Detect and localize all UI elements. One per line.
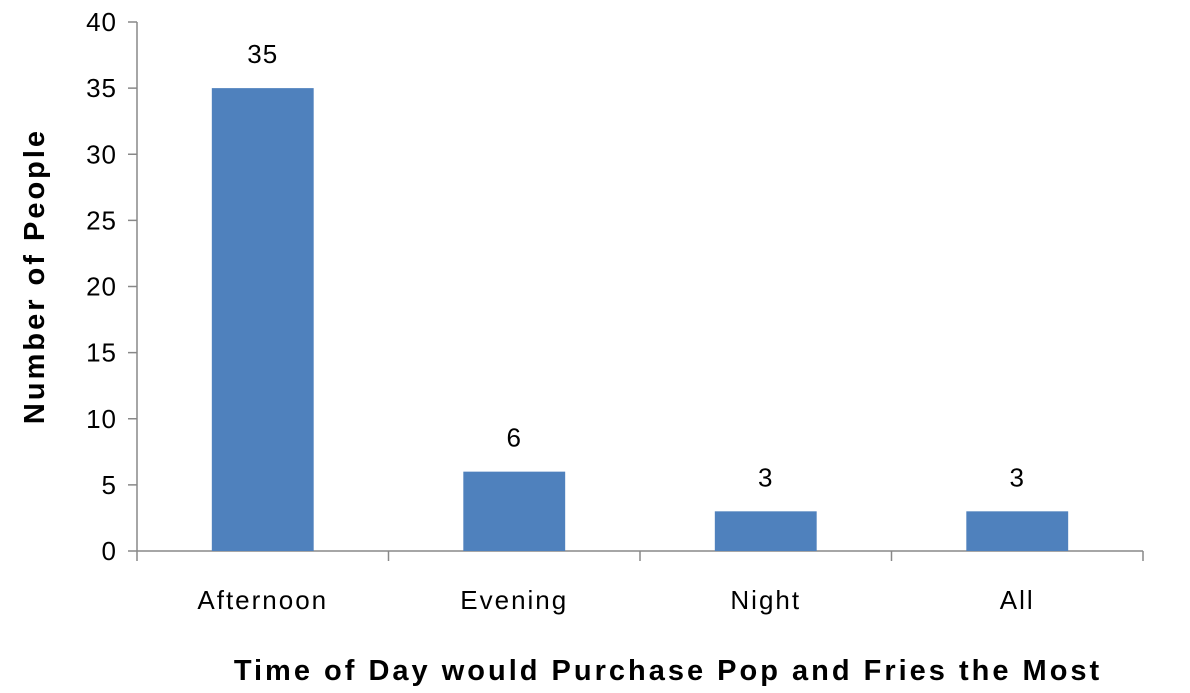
y-tick-label: 25 <box>86 205 117 235</box>
x-category-label: Night <box>730 585 801 615</box>
y-axis-title: Number of People <box>19 128 51 424</box>
y-tick-label: 15 <box>86 338 117 368</box>
x-category-label: Afternoon <box>197 585 328 615</box>
y-tick-label: 40 <box>86 7 117 37</box>
bar-afternoon <box>211 88 314 551</box>
y-tick-label: 5 <box>102 470 117 500</box>
x-axis-title: Time of Day would Purchase Pop and Fries… <box>234 655 1102 687</box>
y-tick-label: 30 <box>86 139 117 169</box>
y-tick-label: 35 <box>86 73 117 103</box>
y-tick-label: 0 <box>102 536 117 566</box>
y-tick-label: 20 <box>86 272 117 302</box>
data-label: 35 <box>247 39 278 69</box>
data-label: 6 <box>507 423 522 453</box>
data-label: 3 <box>758 462 773 492</box>
data-label: 3 <box>1010 462 1025 492</box>
x-category-label: All <box>1000 585 1035 615</box>
plot-area: 0 5 10 15 20 25 30 35 40 35 Afternoon 6 Evening 3 Nigh… <box>86 7 1144 615</box>
y-tick-label: 10 <box>86 404 117 434</box>
bar-night <box>714 511 817 551</box>
bar-all <box>966 511 1069 551</box>
x-category-label: Evening <box>460 585 568 615</box>
bar-evening <box>463 471 566 551</box>
